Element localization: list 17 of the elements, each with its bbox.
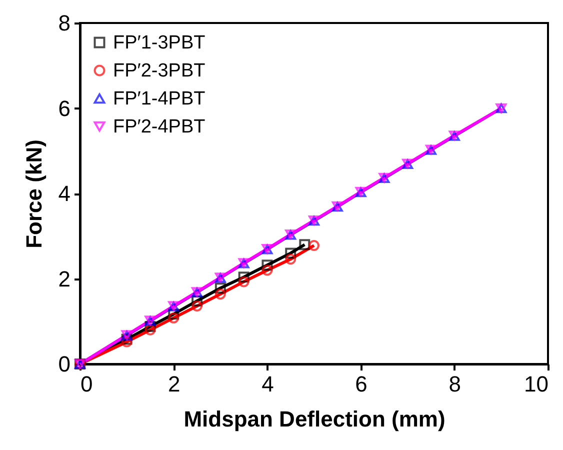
y-tick-label: 8: [58, 10, 70, 36]
y-tick-label: 0: [58, 352, 70, 376]
y-axis-title: Force (kN): [21, 140, 46, 248]
x-tick-label: 6: [355, 372, 368, 396]
x-axis-title: Midspan Deflection (mm): [184, 406, 446, 432]
legend-label: FP′2-3PBT: [113, 60, 206, 82]
y-tick-label: 4: [58, 181, 70, 206]
legend-label: FP′1-3PBT: [113, 32, 206, 54]
y-tick-label: 2: [58, 266, 70, 292]
legend-label: FP′1-4PBT: [113, 88, 206, 110]
x-tick-label: 4: [262, 372, 274, 396]
legend-label: FP′2-4PBT: [113, 116, 206, 138]
x-tick-label: 10: [524, 372, 548, 396]
x-tick-label: 2: [168, 372, 180, 396]
x-tick-label: 8: [448, 372, 462, 396]
y-tick-label: 6: [58, 96, 70, 121]
x-tick-label: 0: [80, 372, 93, 396]
